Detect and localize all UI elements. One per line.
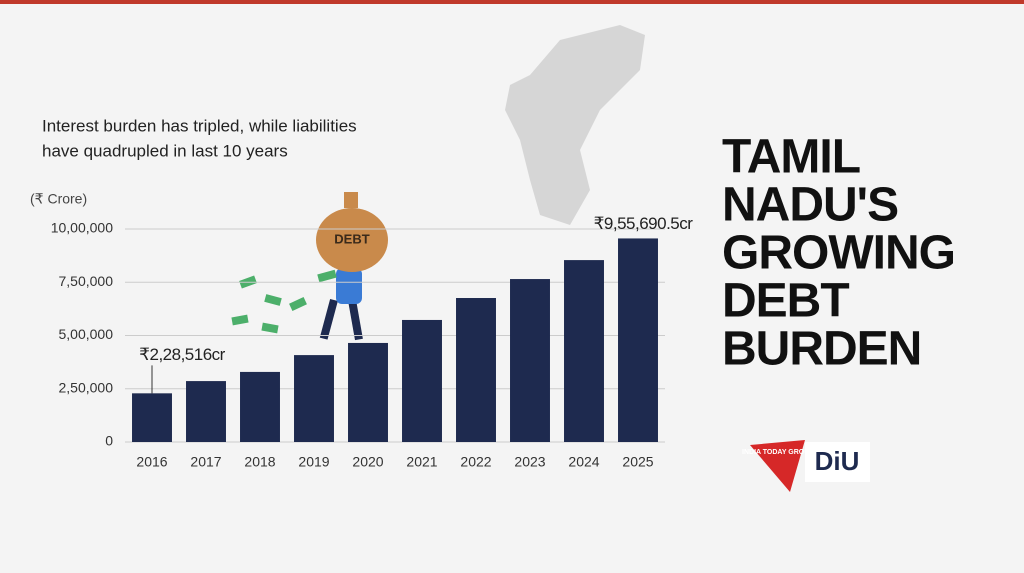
x-tick-label: 2023: [514, 454, 545, 470]
bar: [240, 371, 280, 442]
title-line: DEBT: [722, 275, 849, 328]
illustration: DEBT: [231, 192, 388, 341]
x-tick-label: 2018: [244, 454, 275, 470]
bar: [348, 342, 388, 442]
x-tick-label: 2021: [406, 454, 437, 470]
bar: [132, 393, 172, 442]
bar: [618, 238, 658, 442]
y-tick-label: 7,50,000: [59, 273, 114, 289]
map-shape: [505, 25, 645, 225]
y-tick-label: 10,00,000: [51, 220, 113, 236]
x-tick-label: 2020: [352, 454, 383, 470]
bar: [510, 279, 550, 442]
y-tick-label: 5,00,000: [59, 326, 114, 342]
bar: [564, 260, 604, 442]
bar: [294, 355, 334, 442]
logo-group: INDIA TODAY GROUP: [742, 449, 814, 456]
bar: [456, 298, 496, 442]
x-tick-label: 2025: [622, 454, 653, 470]
x-tick-label: 2016: [136, 454, 167, 470]
y-tick-label: 2,50,000: [59, 379, 114, 395]
bar: [186, 381, 226, 442]
x-tick-label: 2024: [568, 454, 599, 470]
x-tick-label: 2019: [298, 454, 329, 470]
top-border: [0, 0, 1024, 4]
title-line: NADU'S: [722, 179, 898, 232]
subtitle: have quadrupled in last 10 years: [42, 141, 288, 160]
value-label: ₹9,55,690.5cr: [594, 214, 694, 233]
x-tick-label: 2022: [460, 454, 491, 470]
title-line: TAMIL: [722, 131, 860, 184]
bag-label: DEBT: [334, 231, 369, 246]
x-tick-label: 2017: [190, 454, 221, 470]
logo-name: DiU: [815, 446, 860, 476]
title-line: GROWING: [722, 227, 955, 280]
value-label: ₹2,28,516cr: [139, 345, 225, 364]
y-tick-label: 0: [105, 433, 113, 449]
axis-label: (₹ Crore): [30, 191, 87, 207]
bar: [402, 319, 442, 442]
subtitle: Interest burden has tripled, while liabi…: [42, 116, 357, 135]
logo: INDIA TODAY GROUP DiU: [742, 440, 870, 492]
title-line: BURDEN: [722, 323, 921, 376]
